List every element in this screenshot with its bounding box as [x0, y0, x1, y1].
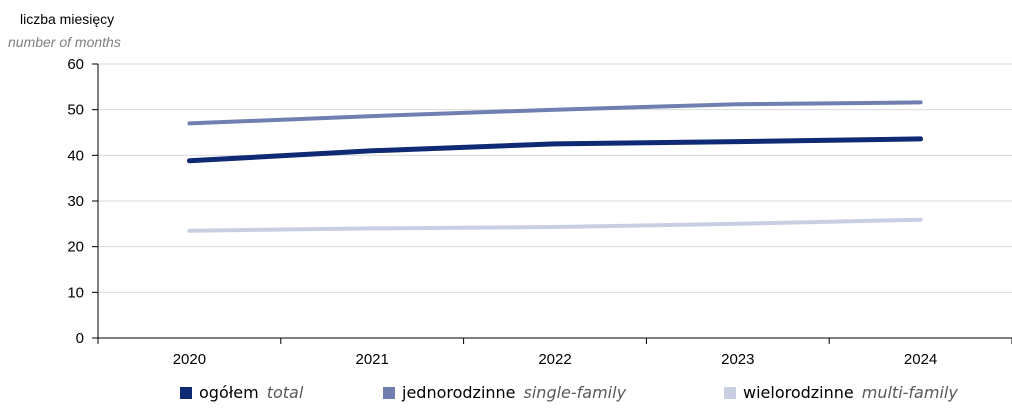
y-axis-title: liczba miesięcy — [20, 11, 115, 27]
y-tick-label: 60 — [67, 56, 84, 73]
legend-swatch-single-family — [383, 386, 395, 399]
legend-label-single-family-en: single-family — [523, 383, 627, 402]
legend-item-multi-family: wielorodzinne multi-family — [724, 383, 958, 402]
legend-label-single-family: jednorodzinne — [402, 383, 516, 402]
series-line-single-family — [187, 100, 923, 126]
legend-label-multi-family-en: multi-family — [861, 383, 958, 402]
y-tick-label: 20 — [67, 239, 84, 256]
series-line-total — [186, 136, 924, 164]
x-tick-label: 2021 — [356, 351, 389, 368]
x-tick-label: 2023 — [721, 351, 754, 368]
series-line-multi-family — [187, 217, 923, 233]
y-tick-label: 30 — [67, 193, 84, 210]
legend-label-total: ogółem — [199, 383, 259, 402]
y-tick-label: 10 — [67, 284, 84, 301]
legend-label-total-en: total — [266, 383, 304, 402]
y-tick-label: 0 — [76, 330, 84, 347]
y-tick-label: 40 — [67, 147, 84, 164]
y-axis-title-en: number of months — [8, 34, 121, 50]
x-tick-label: 2020 — [173, 351, 206, 368]
y-tick-label: 50 — [67, 102, 84, 119]
legend-item-total: ogółem total — [180, 383, 303, 402]
legend-label-multi-family: wielorodzinne — [743, 383, 854, 402]
x-tick-label: 2022 — [538, 351, 571, 368]
legend-item-single-family: jednorodzinne single-family — [383, 383, 626, 402]
x-tick-label: 2024 — [904, 351, 937, 368]
legend-swatch-total — [180, 386, 192, 399]
legend-swatch-multi-family — [724, 386, 736, 399]
